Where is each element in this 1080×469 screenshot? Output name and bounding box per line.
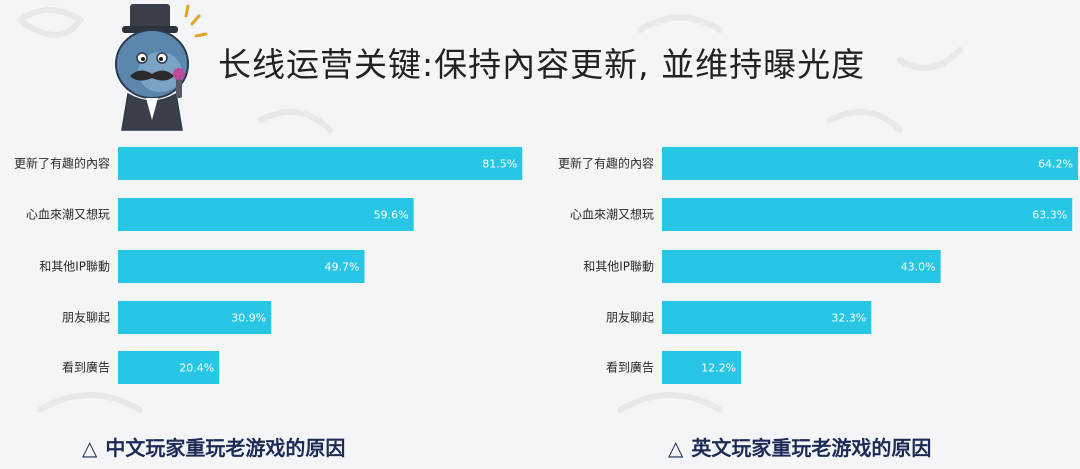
bar-cn-3 xyxy=(118,301,272,334)
value-label-en-2: 43.0% xyxy=(901,261,936,274)
chart-caption-chinese: △ 中文玩家重玩老游戏的原因 xyxy=(82,432,345,461)
page-title: 长线运营关键:保持內容更新, 並维持曝光度 xyxy=(218,45,866,84)
bar-en-1 xyxy=(662,198,1073,231)
value-label-cn-3: 30.9% xyxy=(231,312,266,325)
value-label-en-1: 63.3% xyxy=(1032,209,1067,222)
category-label-cn-2: 和其他IP聯動 xyxy=(39,260,110,274)
value-label-en-4: 12.2% xyxy=(701,362,736,375)
bar-cn-2 xyxy=(118,250,365,283)
chart-caption-english: △ 英文玩家重玩老游戏的原因 xyxy=(668,432,931,461)
value-label-en-3: 32.3% xyxy=(831,312,866,325)
category-label-en-4: 看到廣告 xyxy=(606,361,654,375)
value-label-cn-0: 81.5% xyxy=(482,158,517,171)
chart-caption-english-text: 英文玩家重玩老游戏的原因 xyxy=(691,436,932,460)
bar-cn-1 xyxy=(118,198,414,231)
value-label-cn-1: 59.6% xyxy=(374,209,409,222)
bar-en-3 xyxy=(662,301,872,334)
category-label-cn-4: 看到廣告 xyxy=(62,361,110,375)
triangle-icon: △ xyxy=(668,436,684,460)
category-label-en-2: 和其他IP聯動 xyxy=(583,260,654,274)
bar-en-2 xyxy=(662,250,941,283)
category-label-cn-0: 更新了有趣的內容 xyxy=(14,156,110,171)
category-label-cn-1: 心血來潮又想玩 xyxy=(26,207,110,222)
bar-en-0 xyxy=(662,147,1079,180)
category-label-cn-3: 朋友聊起 xyxy=(62,311,110,325)
chart-caption-chinese-text: 中文玩家重玩老游戏的原因 xyxy=(105,436,346,460)
bar-cn-0 xyxy=(118,147,523,180)
value-label-cn-4: 20.4% xyxy=(179,362,214,375)
bar-en-4 xyxy=(662,351,742,384)
category-label-en-0: 更新了有趣的內容 xyxy=(558,156,654,171)
value-label-en-0: 64.2% xyxy=(1038,158,1073,171)
category-label-en-1: 心血來潮又想玩 xyxy=(570,207,654,222)
mascot-illustration xyxy=(115,4,208,131)
category-label-en-3: 朋友聊起 xyxy=(606,311,654,325)
value-label-cn-2: 49.7% xyxy=(325,261,360,274)
triangle-icon: △ xyxy=(82,436,98,460)
bar-cn-4 xyxy=(118,351,220,384)
